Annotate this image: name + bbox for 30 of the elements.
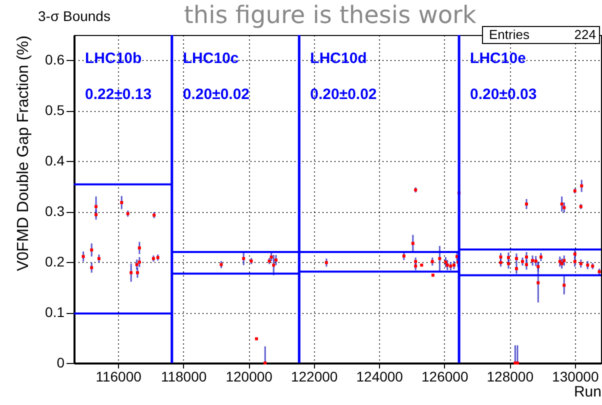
- annotation: LHC10d: [310, 50, 367, 67]
- stats-box: Entries 224: [482, 26, 600, 44]
- annotation: LHC10b: [85, 50, 142, 67]
- x-tick-label: 128000: [486, 368, 534, 384]
- chart-subtitle: this figure is thesis work: [184, 1, 476, 29]
- x-axis-title: Run: [574, 384, 602, 400]
- y-tick-label: 0: [56, 354, 65, 370]
- annotation: 0.20±0.02: [182, 86, 250, 103]
- x-tick-label: 120000: [226, 368, 273, 384]
- annotation: LHC10e: [470, 50, 526, 67]
- annotation: 0.22±0.13: [85, 86, 152, 103]
- annotation: 0.20±0.02: [310, 86, 377, 103]
- annotation: LHC10c: [182, 50, 239, 67]
- x-tick-label: 124000: [356, 368, 404, 384]
- y-tick-label: 0.3: [45, 203, 65, 220]
- y-tick-label: 0.1: [45, 304, 65, 320]
- x-tick-label: 130000: [552, 368, 599, 384]
- y-tick-label: 0.6: [45, 52, 65, 68]
- y-tick-label: 0.2: [45, 254, 65, 270]
- x-tick-label: 122000: [290, 368, 338, 384]
- x-tick-label: 116000: [96, 368, 142, 384]
- chart-title: 3-σ Bounds: [38, 8, 110, 24]
- x-tick-label: 126000: [422, 368, 468, 384]
- y-tick-label: 0.4: [45, 152, 65, 169]
- y-axis-title: V0FMD Double Gap Fraction (%): [15, 36, 32, 272]
- annotation: 0.20±0.03: [470, 86, 537, 103]
- annotation: 224: [574, 27, 596, 42]
- annotation: Entries: [489, 27, 530, 42]
- x-tick-label: 118000: [160, 368, 207, 384]
- y-tick-label: 0.5: [45, 102, 65, 118]
